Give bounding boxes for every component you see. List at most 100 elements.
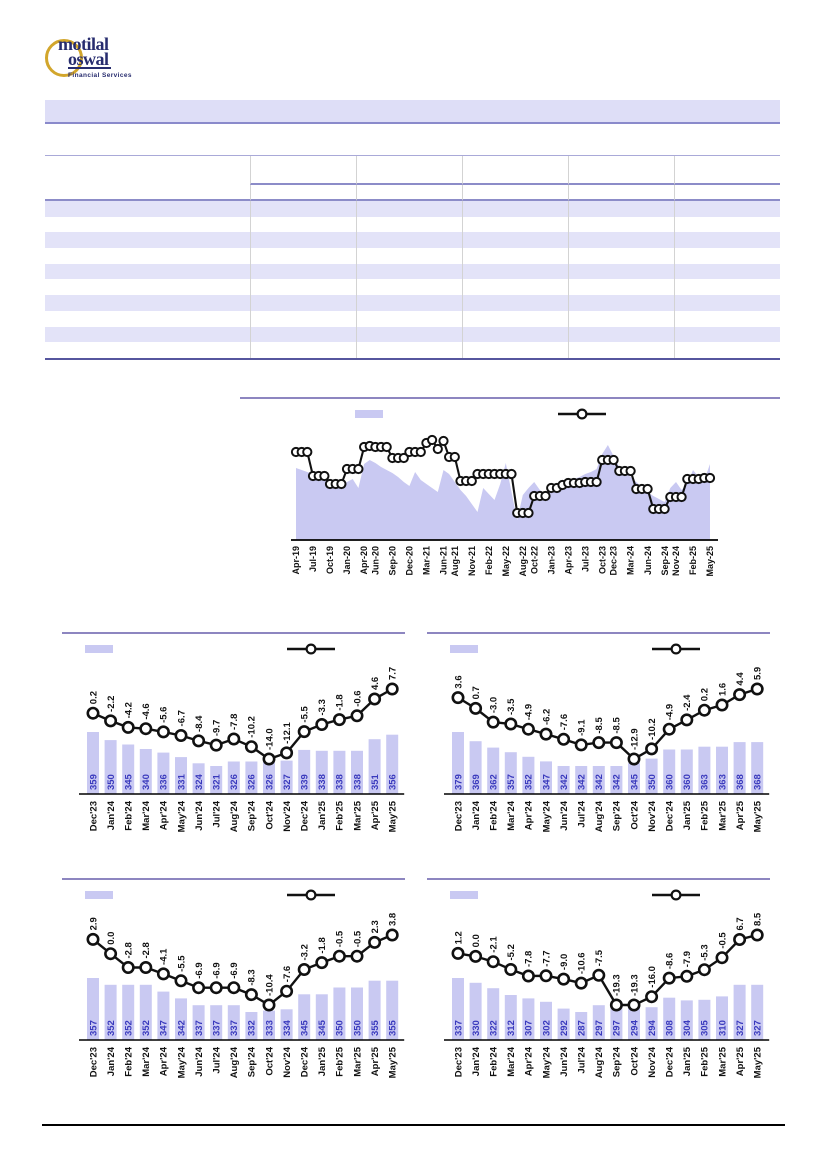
bar: [122, 744, 135, 794]
bar-value-label: 287: [577, 1020, 588, 1036]
bar: [139, 749, 152, 794]
bar: [487, 747, 500, 794]
line-value-label: 3.8: [388, 913, 399, 926]
line-value-label: -10.4: [264, 974, 275, 996]
data-point-marker: [642, 483, 653, 495]
bar: [733, 984, 746, 1040]
table-body-cell: [674, 310, 780, 327]
line-value-label: -8.5: [594, 717, 605, 734]
x-category-label: Mar'25: [352, 1046, 363, 1076]
table-body-cell: [45, 326, 250, 343]
line-value-label: -4.6: [141, 703, 152, 719]
bar-value-label: 324: [194, 773, 205, 790]
bar-value-label: 352: [124, 1020, 135, 1036]
bar: [680, 1000, 693, 1040]
footer-rule: [42, 1124, 785, 1126]
bar-value-label: 321: [212, 773, 223, 790]
data-point-marker: [262, 998, 276, 1012]
bar-value-label: 355: [388, 1019, 399, 1036]
bar: [751, 984, 764, 1040]
bar: [716, 996, 728, 1040]
x-category-label: Feb'24: [489, 1046, 500, 1076]
bar: [210, 766, 223, 794]
data-point-marker: [432, 443, 443, 455]
line-value-label: -5.3: [700, 944, 711, 960]
bar: [192, 1005, 205, 1040]
x-tick-label: May-22: [501, 546, 511, 577]
small-chart-panel-bottom-left: 2.9 0.0 -2.8 -2.8 -4.1 -5.5 -6.9 -6.9 -6.9 -8.3 -1…: [62, 878, 405, 1095]
table-body-cell: [674, 279, 780, 296]
line-value-labels: 2.9 0.0 -2.8 -2.8 -4.1 -5.5 -6.9 -6.9 -6.9 -8.3 -1…: [88, 913, 398, 996]
bar: [263, 1010, 275, 1040]
data-point-marker: [557, 972, 571, 986]
small-chart-svg-top-right: 3.6 0.7 -3.0 -3.5 -4.9 -6.2 -7.6 -9.1 -8.5 -8.5 -1…: [444, 643, 770, 832]
x-category-label: Feb'24: [489, 800, 500, 830]
line-value-label: -4.9: [524, 704, 535, 720]
data-point-marker: [697, 703, 711, 717]
x-category-label: Sep'24: [612, 800, 623, 831]
bar: [263, 761, 275, 794]
x-category-labels: Dec'23 Jan'24 Feb'24 Mar'24 Apr'24 May'24 Jun'…: [453, 800, 763, 832]
table-body-cell: [674, 232, 780, 249]
bar-value-label: 345: [300, 1019, 311, 1036]
line-value-label: -7.9: [682, 951, 693, 967]
bar: [522, 756, 535, 794]
data-point-marker: [486, 715, 500, 729]
table-body-cell: [250, 310, 356, 327]
bar: [504, 752, 517, 794]
data-point-marker: [192, 734, 206, 748]
data-point-marker: [486, 955, 500, 969]
data-point-marker: [645, 742, 659, 756]
data-point-marker: [262, 752, 276, 766]
table-body-cell: [250, 232, 356, 249]
x-category-label: Oct'24: [629, 1046, 640, 1075]
header-band: [45, 100, 780, 124]
x-tick-label: Jul-19: [308, 546, 318, 572]
data-point-marker: [449, 451, 460, 463]
table-body-cell: [250, 342, 356, 358]
line-value-label: 8.5: [753, 912, 764, 926]
x-category-label: Dec'23: [453, 801, 464, 831]
bar: [663, 749, 676, 794]
data-point-marker: [192, 981, 206, 995]
bar: [504, 995, 517, 1040]
x-category-label: Aug'24: [594, 1046, 605, 1078]
line-value-label: 4.6: [370, 677, 381, 690]
data-point-marker: [350, 949, 364, 963]
x-tick-label: Nov-24: [671, 546, 681, 576]
bar-value-label: 355: [370, 1019, 381, 1036]
x-category-label: Aug'24: [229, 800, 240, 832]
line-value-labels: 1.2 0.0 -2.1 -5.2 -7.8 -7.7 -9.0 -10.6 -7.5 -19.3…: [453, 912, 763, 996]
x-category-label: Apr'24: [524, 800, 535, 830]
bar: [540, 761, 552, 794]
x-tick-label: Jun-21: [439, 546, 449, 575]
legend-bar-swatch: [450, 891, 478, 899]
x-category-label: Mar'25: [717, 1046, 728, 1076]
bar: [298, 994, 311, 1040]
line-value-label: 7.7: [388, 667, 399, 680]
bar-value-labels: 379 369 362 357 352 347 342 342 342 342 345 350 360 3…: [453, 773, 763, 790]
x-category-label: May'24: [541, 800, 552, 832]
bar-value-label: 307: [524, 1020, 535, 1036]
data-point-marker: [466, 475, 477, 487]
x-category-label: Apr'25: [735, 800, 746, 830]
x-category-label: Oct'24: [264, 800, 275, 829]
area-series: [296, 445, 710, 540]
bar: [751, 742, 764, 794]
table-body-cell: [568, 310, 674, 327]
table-body-cell: [356, 310, 462, 327]
data-point-marker: [645, 990, 659, 1004]
table-subheader-cell: [568, 185, 674, 201]
x-category-label: Dec'24: [300, 800, 311, 831]
x-tick-label: Nov-21: [467, 546, 477, 576]
bar: [298, 749, 311, 794]
bar: [452, 732, 464, 794]
line-value-label: -8.5: [612, 717, 623, 734]
line-value-label: -0.5: [335, 930, 346, 947]
line-value-label: 0.2: [700, 688, 711, 701]
table-subheader-cell: [356, 185, 462, 201]
data-point-marker: [104, 714, 118, 728]
x-category-label: Jan'24: [471, 800, 482, 830]
x-category-label: Jul'24: [577, 800, 588, 827]
bar-value-label: 338: [317, 774, 328, 790]
